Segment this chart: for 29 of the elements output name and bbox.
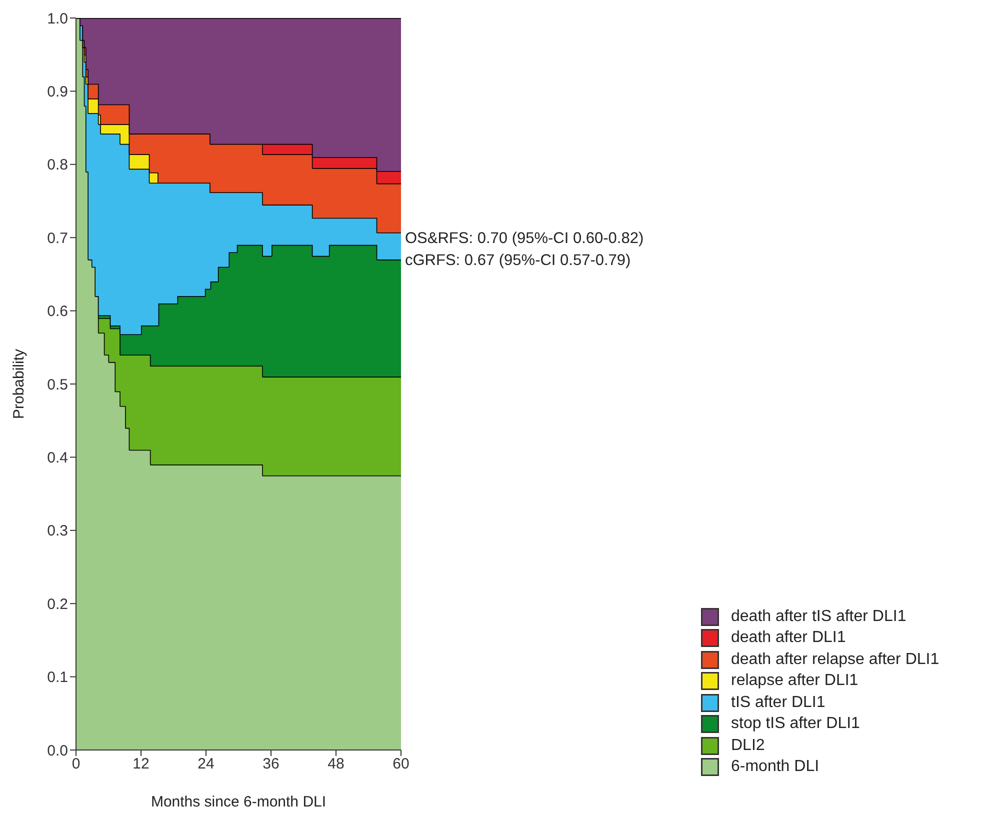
x-tick-label: 0 [72,756,80,773]
legend-label: 6-month DLI [731,758,820,776]
x-axis-title: Months since 6-month DLI [150,794,326,811]
x-tick-label: 24 [198,756,214,773]
x-tick-label: 12 [132,756,150,773]
y-tick-label: 0.2 [47,596,68,613]
x-tick-label: 60 [392,756,410,773]
legend-label: DLI2 [731,736,765,755]
y-tick-label: 0.6 [47,303,68,320]
y-tick-label: 0.0 [47,742,68,760]
y-tick-label: 0.7 [47,230,68,247]
x-tick-label: 48 [328,756,344,773]
legend-label: death after DLI1 [731,629,846,648]
y-tick-label: 0.9 [47,84,68,101]
y-axis-title: Probability [10,348,28,420]
legend-label: tIS after DLI1 [731,694,826,712]
annotation: OS&RFS: 0.70 (95%-CI 0.60-0.82) [405,230,644,248]
y-tick-label: 0.4 [47,450,68,467]
y-tick-label: 0.1 [47,669,68,686]
y-tick-label: 1.0 [47,10,68,28]
legend-label: death after tIS after DLI1 [731,608,906,626]
legend-label: death after relapse after DLI1 [731,650,940,669]
legend-label: stop tIS after DLI1 [731,715,860,734]
y-tick-label: 0.3 [47,522,68,540]
annotation: cGRFS: 0.67 (95%-CI 0.57-0.79) [405,252,631,270]
legend-label: relapse after DLI1 [731,672,858,690]
y-tick-label: 0.5 [47,376,68,394]
y-tick-label: 0.8 [47,156,68,174]
x-tick-label: 36 [262,756,280,773]
